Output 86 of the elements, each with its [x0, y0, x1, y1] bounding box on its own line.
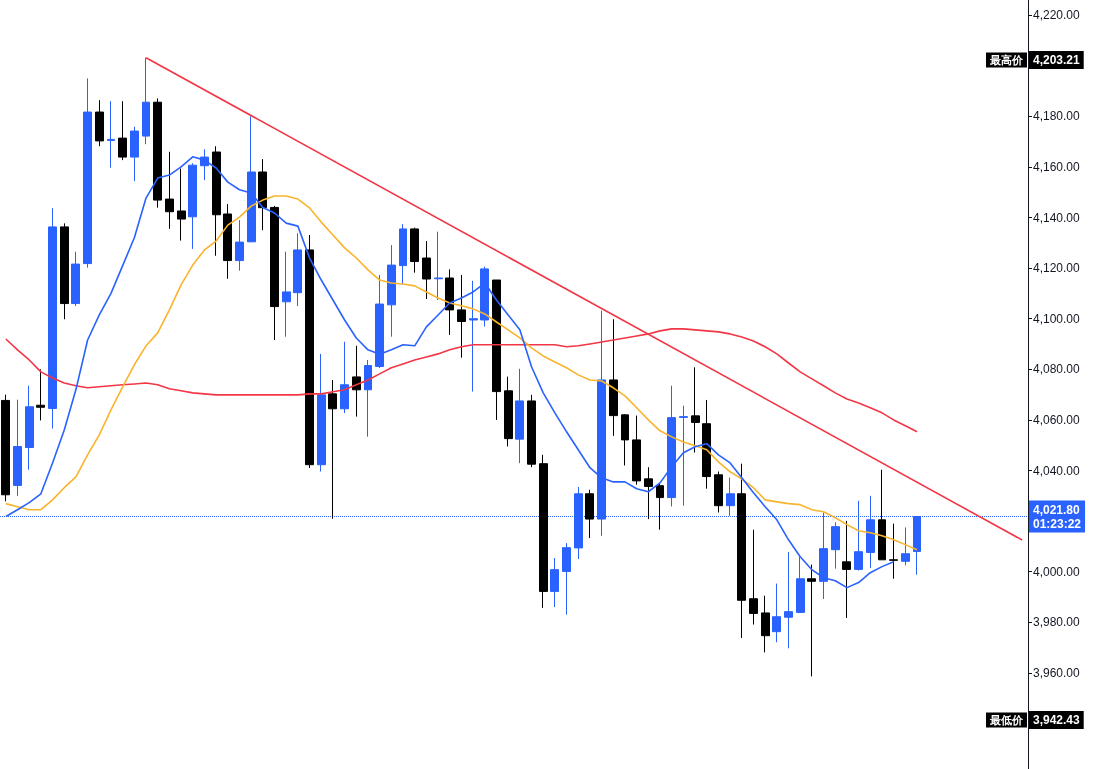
candlestick: [726, 477, 735, 517]
candlestick: [702, 399, 711, 490]
candlestick: [889, 523, 898, 580]
ref-line-label: 4,021.80 01:23:22: [1033, 502, 1082, 531]
y-tick-label: 3,960.00: [1033, 665, 1081, 680]
candlestick: [609, 318, 618, 437]
candlestick: [317, 353, 326, 473]
candlestick: [328, 379, 337, 520]
y-tick-label: 3,980.00: [1033, 615, 1081, 630]
candlestick: [656, 483, 664, 531]
candlestick: [293, 232, 302, 307]
candlestick: [364, 359, 372, 438]
candlestick: [387, 244, 396, 338]
candlestick: [282, 251, 291, 338]
candlestick: [305, 234, 314, 469]
candlestick: [165, 151, 174, 230]
candlestick: [878, 469, 886, 561]
candlestick: [539, 454, 548, 609]
candlestick: [901, 526, 910, 566]
candlestick: [515, 368, 524, 464]
candlestick: [410, 227, 419, 274]
candlestick: [340, 341, 349, 414]
candlestick: [527, 394, 536, 468]
candlestick: [223, 203, 232, 280]
candlestick: [469, 280, 478, 393]
candlestick: [107, 100, 115, 169]
candlestick: [270, 205, 279, 341]
candlestick: [621, 413, 629, 466]
candlestick: [352, 345, 361, 418]
candlestick: [504, 376, 513, 447]
y-tick-label: 4,220.00: [1033, 8, 1081, 23]
candlestick: [235, 219, 244, 272]
candlestick: [25, 385, 34, 471]
y-tick-label: 4,040.00: [1033, 463, 1081, 478]
candlestick: [632, 415, 641, 486]
candlestick: [457, 274, 466, 359]
candlestick: [188, 162, 197, 250]
candlestick: [118, 100, 127, 161]
candlestick: [48, 207, 57, 430]
y-tick-label: 4,140.00: [1033, 210, 1081, 225]
candlestick: [761, 595, 770, 653]
candlestick: [737, 463, 746, 639]
candlestick: [60, 222, 69, 320]
candlestick: [831, 521, 840, 570]
candlestick: [375, 274, 384, 369]
candlestick: [95, 99, 104, 147]
candlestick: [807, 564, 816, 677]
candlestick: [842, 520, 851, 619]
candlestick: [714, 471, 723, 513]
candlestick: [550, 557, 559, 608]
candlestick: [749, 529, 758, 626]
candlestick: [679, 405, 688, 507]
y-tick-label: 4,160.00: [1033, 159, 1081, 174]
candlestick: [13, 399, 22, 497]
candlestick: [492, 279, 501, 421]
candlestick: [445, 268, 454, 336]
candlestick: [142, 57, 150, 145]
candlestick: [83, 77, 92, 269]
candlestick: [130, 126, 139, 182]
candlestick: [667, 385, 676, 507]
annotation: 最高价 4,203.21: [989, 53, 1081, 67]
candlestick: [212, 145, 221, 257]
candlestick: [153, 97, 162, 209]
candlestick: [585, 489, 594, 539]
y-tick-label: 4,100.00: [1033, 311, 1081, 326]
candlestick: [784, 551, 793, 649]
candlestick: [691, 366, 700, 454]
y-tick-label: 4,120.00: [1033, 261, 1081, 276]
y-tick-label: 4,000.00: [1033, 564, 1081, 579]
candlestick: [1, 394, 10, 502]
y-tick-label: 4,080.00: [1033, 362, 1081, 377]
y-tick-label: 4,060.00: [1033, 412, 1081, 427]
candlestick: [480, 266, 489, 328]
line-series: [5, 195, 918, 551]
candlestick: [644, 466, 653, 520]
y-tick-label: 4,180.00: [1033, 109, 1081, 124]
candlestick: [434, 231, 443, 301]
candlestick: [177, 167, 186, 242]
candlestick: [36, 368, 45, 421]
candlestick: [258, 158, 267, 231]
candlestick: [422, 240, 431, 300]
candlestick: [562, 542, 571, 616]
candlestick: [71, 251, 80, 307]
candlestick: [399, 223, 407, 286]
candlestick: [772, 583, 781, 643]
annotation: 最低价 3,942.43: [989, 713, 1081, 727]
